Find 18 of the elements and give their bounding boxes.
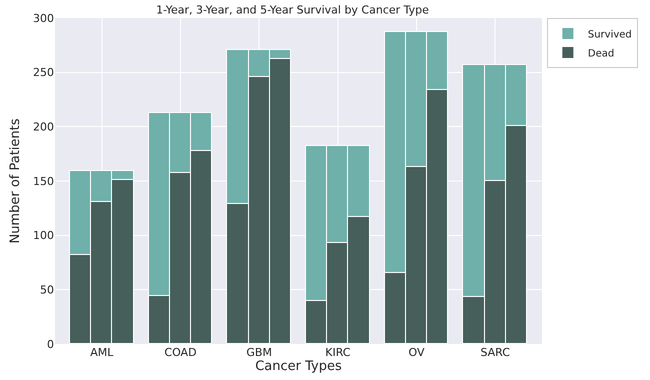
x-tick-label: KIRC bbox=[325, 346, 351, 359]
legend-label: Dead bbox=[588, 48, 614, 60]
legend-label: Survived bbox=[588, 29, 632, 40]
x-tick-label: OV bbox=[408, 346, 425, 359]
x-tick-label: AML bbox=[90, 346, 114, 359]
y-axis-title: Number of Patients bbox=[8, 118, 23, 244]
y-tick-label: 100 bbox=[33, 229, 54, 242]
y-tick-label: 250 bbox=[33, 66, 54, 80]
x-tick-label: SARC bbox=[480, 346, 510, 359]
x-tick-label: GBM bbox=[246, 346, 272, 359]
x-tick-label: COAD bbox=[164, 346, 197, 359]
y-tick-label: 0 bbox=[47, 338, 54, 351]
y-tick-label: 150 bbox=[33, 174, 54, 188]
y-tick-label: 200 bbox=[33, 120, 54, 134]
chart-title: 1-Year, 3-Year, and 5-Year Survival by Cancer Type bbox=[156, 3, 430, 16]
y-tick-label: 300 bbox=[33, 12, 54, 25]
y-tick-label: 50 bbox=[40, 284, 54, 297]
x-axis-title: Cancer Types bbox=[255, 359, 342, 374]
